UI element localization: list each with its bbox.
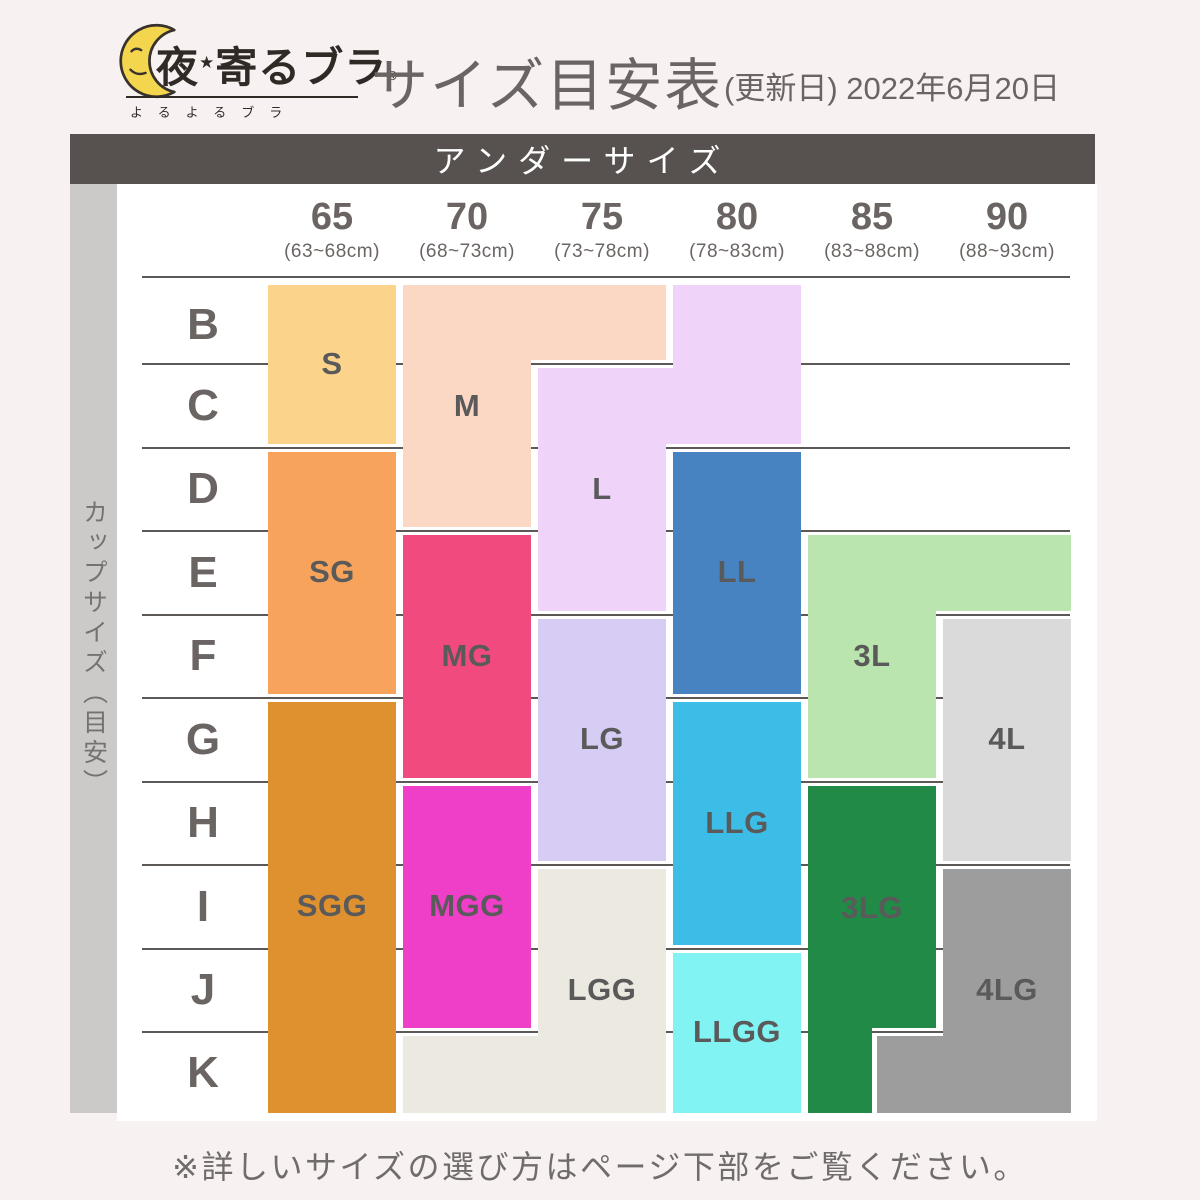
size-block-label-S: S (321, 346, 343, 381)
star-icon: ★ (199, 53, 216, 72)
size-block-LLG (673, 702, 801, 945)
cup-size-C: C (187, 380, 219, 430)
size-block-4L (943, 618, 1071, 861)
size-block-3L (808, 610, 936, 778)
size-block-label-L: L (592, 471, 612, 506)
size-block-L (538, 368, 673, 444)
size-block-M (403, 285, 666, 360)
cup-size-B: B (187, 299, 219, 349)
size-block-label-LG: LG (579, 721, 625, 756)
size-block-LG (538, 618, 666, 861)
header-underline (142, 276, 1070, 278)
size-block-L (538, 443, 666, 611)
cup-size-K: K (187, 1047, 219, 1097)
size-block-label-LLGG: LLGG (692, 1014, 782, 1049)
brand-rest: 寄るブラ (215, 44, 388, 91)
under-size-range-65: (63~68cm) (284, 241, 380, 262)
size-block-LL (673, 451, 801, 694)
size-block-L (673, 285, 801, 444)
cup-size-F: F (189, 631, 217, 681)
brand-furigana: よるよるブラ (130, 105, 298, 120)
size-block-LLGG (673, 952, 801, 1113)
size-block-SG (268, 451, 396, 694)
cup-size-I: I (196, 881, 210, 931)
size-block-label-MGG: MGG (429, 888, 505, 923)
under-size-90: 90 (985, 196, 1029, 238)
cup-size-sidebar: カップサイズ（目安） (70, 184, 117, 1113)
row-separator (142, 613, 1070, 616)
under-size-range-70: (68~73cm) (419, 241, 515, 262)
size-block-MGG (403, 785, 531, 1028)
size-block-label-M: M (453, 388, 481, 423)
size-block-4LG (943, 869, 1071, 1036)
registered-mark: ® (387, 68, 398, 83)
under-size-range-75: (73~78cm) (554, 241, 650, 262)
size-block-S (268, 285, 396, 444)
under-size-range-90: (88~93cm) (959, 241, 1055, 262)
cup-size-G: G (185, 714, 221, 764)
size-block-3L (808, 535, 1071, 611)
size-block-label-LL: LL (717, 554, 757, 589)
logo-underline (126, 96, 358, 98)
cup-size-sidebar-label: カップサイズ（目安） (79, 498, 108, 799)
size-block-LGG (538, 869, 666, 1036)
under-size-65: 65 (310, 196, 354, 238)
under-size-header-label: アンダーサイズ (433, 143, 732, 179)
cup-size-E: E (188, 547, 218, 597)
under-size-header-bar: アンダーサイズ (70, 134, 1095, 184)
size-block-LGG (403, 1036, 666, 1113)
under-size-70: 70 (445, 196, 489, 238)
size-block-3LG (808, 1028, 872, 1113)
size-block-SGG (268, 702, 396, 1113)
cup-size-D: D (187, 464, 219, 514)
brand-first-char: 夜 (156, 44, 200, 91)
size-block-label-MG: MG (441, 638, 493, 673)
size-block-M (403, 360, 531, 527)
row-separator (142, 864, 1070, 866)
size-block-4LG (877, 1036, 1071, 1113)
under-size-range-85: (83~88cm) (824, 241, 920, 262)
size-block-label-3LG: 3LG (841, 890, 903, 925)
size-block-label-SGG: SGG (296, 888, 368, 923)
size-block-label-LLG: LLG (705, 805, 769, 840)
update-date: (更新日) 2022年6月20日 (724, 71, 1060, 106)
size-block-label-SG: SG (309, 554, 355, 589)
size-block-3LG (808, 785, 936, 1028)
under-size-85: 85 (850, 196, 894, 238)
size-block-MG (403, 535, 531, 778)
under-size-75: 75 (580, 196, 624, 238)
size-block-label-4LG: 4LG (976, 972, 1038, 1007)
brand-logo: 夜★寄るブラ® よるよるブラ (119, 23, 397, 120)
row-separator (142, 363, 1070, 365)
footer-note: ※詳しいサイズの選び方はページ下部をご覧ください。 (172, 1149, 1028, 1185)
size-block-label-4L: 4L (988, 721, 1026, 756)
under-size-80: 80 (715, 196, 759, 238)
under-size-range-80: (78~83cm) (689, 241, 785, 262)
size-block-label-LGG: LGG (567, 972, 637, 1007)
size-block-label-3L: 3L (853, 638, 891, 673)
cup-size-H: H (187, 798, 219, 848)
cup-size-J: J (190, 965, 216, 1015)
page-title: サイズ目安表 (371, 54, 724, 118)
brand-name: 夜★寄るブラ® (156, 34, 398, 95)
